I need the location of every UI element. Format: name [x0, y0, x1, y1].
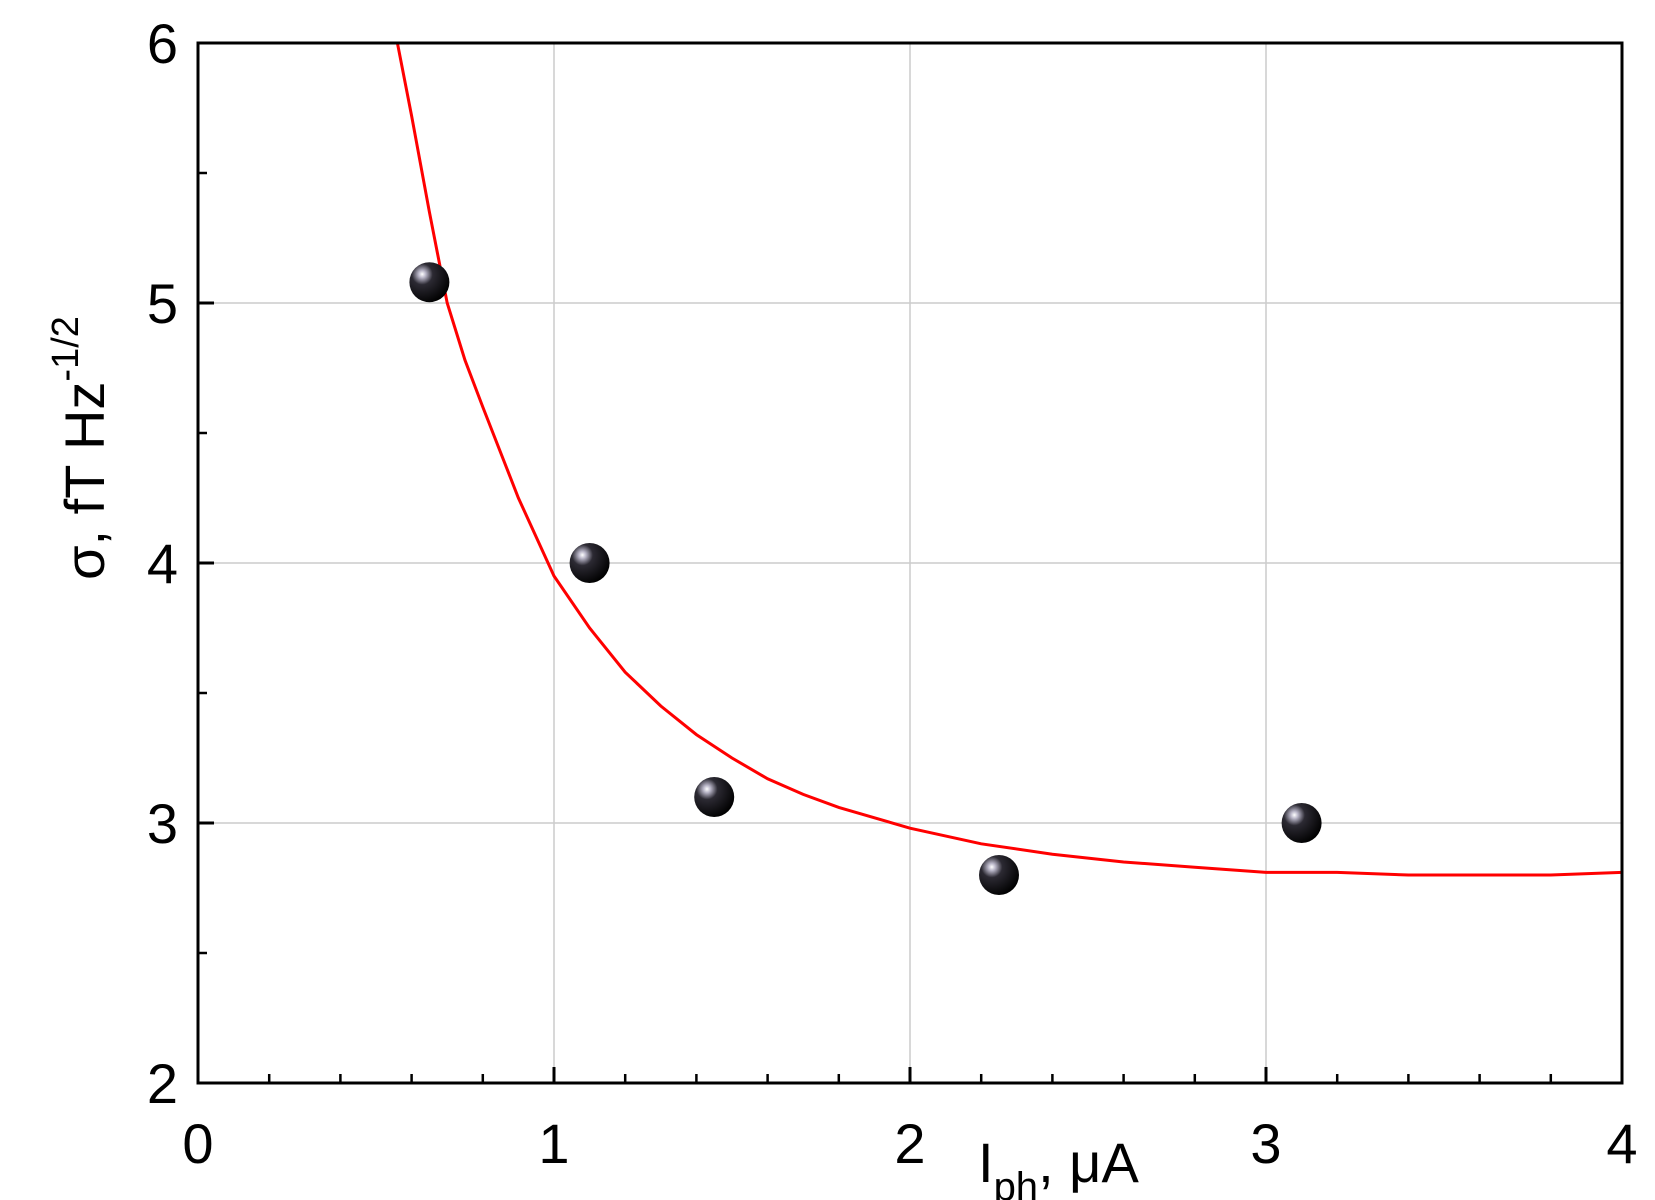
data-point [569, 543, 610, 583]
data-point [1281, 803, 1322, 843]
y-tick-label: 4 [147, 532, 178, 595]
y-tick-label: 6 [147, 12, 178, 75]
y-tick-label: 5 [147, 272, 178, 335]
x-tick-label: 0 [182, 1112, 213, 1175]
tick-labels: 0 1 2 3 4 2 3 4 5 6 [147, 12, 1638, 1175]
x-axis-title: Iph, μA [978, 1131, 1139, 1200]
x-tick-label: 2 [894, 1112, 925, 1175]
fit-curve [395, 43, 1622, 877]
data-points [409, 262, 1322, 895]
data-point [694, 777, 735, 817]
fit-curve-layer [395, 43, 1622, 877]
axis-ticks [196, 41, 1624, 1085]
y-axis-title: σ, fT Hz-1/2 [45, 316, 116, 580]
data-point [979, 855, 1019, 895]
x-tick-label: 4 [1606, 1112, 1637, 1175]
x-tick-label: 3 [1250, 1112, 1281, 1175]
grid [198, 43, 1622, 1083]
x-tick-label: 1 [538, 1112, 569, 1175]
y-tick-label: 3 [147, 792, 178, 855]
data-point [409, 262, 450, 303]
y-tick-label: 2 [147, 1052, 178, 1115]
